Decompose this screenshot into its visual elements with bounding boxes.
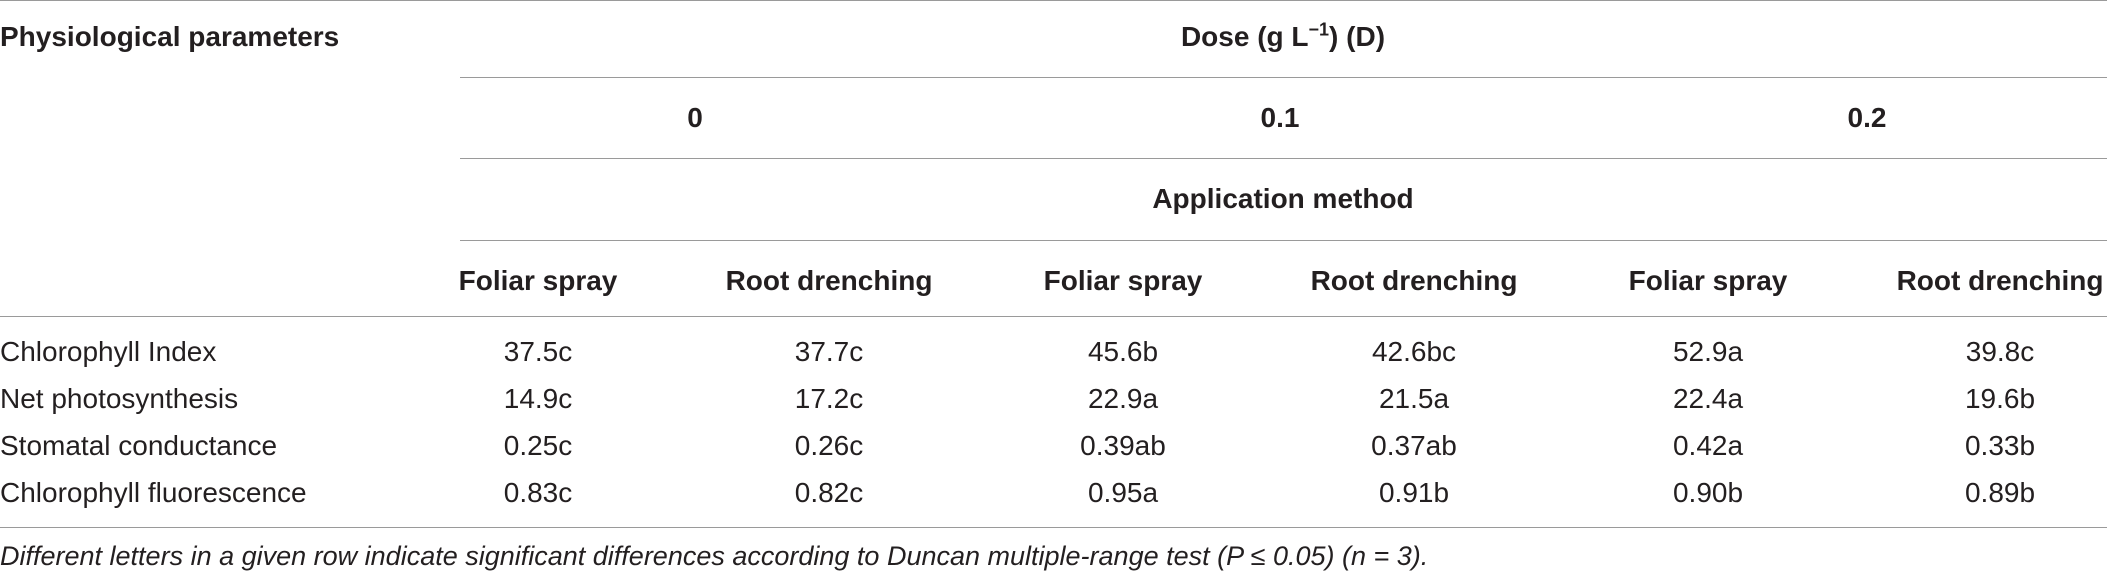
table-cell: 0.89b	[1964, 477, 2036, 508]
table-cell: 21.5a	[1378, 383, 1450, 414]
table-cell: 0.39ab	[1080, 430, 1166, 461]
application-header-rule	[460, 240, 2107, 241]
method-header-6: Root drenching	[1896, 265, 2104, 296]
table-cell: 0.83c	[503, 477, 573, 508]
row-label: Net photosynthesis	[0, 383, 239, 414]
table-cell: 0.26c	[794, 430, 864, 461]
dose-value-1: 0.1	[1260, 102, 1300, 133]
table-cell: 0.25c	[503, 430, 573, 461]
table-cell: 52.9a	[1672, 336, 1744, 367]
table-cell: 37.7c	[794, 336, 864, 367]
table-cell: 0.37ab	[1371, 430, 1457, 461]
application-method-header: Application method	[1152, 183, 1414, 214]
table-bottom-rule	[0, 527, 2107, 528]
row-label: Stomatal conductance	[0, 430, 278, 461]
dose-header-rule	[460, 77, 2107, 78]
table-footnote: Different letters in a given row indicat…	[0, 541, 1429, 571]
method-header-4: Root drenching	[1310, 265, 1518, 296]
dose-value-0: 0	[687, 102, 703, 133]
table-cell: 37.5c	[503, 336, 573, 367]
table-cell: 39.8c	[1965, 336, 2035, 367]
row-label: Chlorophyll fluorescence	[0, 477, 307, 508]
dose-header-superscript: −1	[1308, 19, 1330, 40]
row-label: Chlorophyll Index	[0, 336, 217, 367]
dose-values-rule	[460, 158, 2107, 159]
table-cell: 0.42a	[1672, 430, 1744, 461]
table-cell: 22.4a	[1672, 383, 1744, 414]
table-cell: 45.6b	[1087, 336, 1159, 367]
table-cell: 0.90b	[1672, 477, 1744, 508]
table-cell: 0.91b	[1378, 477, 1450, 508]
table-cell: 0.82c	[794, 477, 864, 508]
dose-header-prefix: Dose (g L	[1180, 21, 1309, 52]
table-cell: 14.9c	[503, 383, 573, 414]
method-header-2: Root drenching	[725, 265, 933, 296]
table-top-rule	[0, 0, 2107, 1]
dose-header: Dose (g L−1) (D)	[1181, 20, 1385, 54]
row-header: Physiological parameters	[0, 21, 340, 52]
dose-value-2: 0.2	[1847, 102, 1887, 133]
table-cell: 0.95a	[1087, 477, 1159, 508]
method-header-1: Foliar spray	[458, 265, 618, 296]
column-header-bottom-rule	[0, 316, 2107, 317]
method-header-5: Foliar spray	[1628, 265, 1788, 296]
dose-header-suffix: ) (D)	[1329, 21, 1386, 52]
table-cell: 42.6bc	[1371, 336, 1457, 367]
table-cell: 19.6b	[1964, 383, 2036, 414]
table-cell: 0.33b	[1964, 430, 2036, 461]
table-cell: 22.9a	[1087, 383, 1159, 414]
table-cell: 17.2c	[794, 383, 864, 414]
method-header-3: Foliar spray	[1043, 265, 1203, 296]
